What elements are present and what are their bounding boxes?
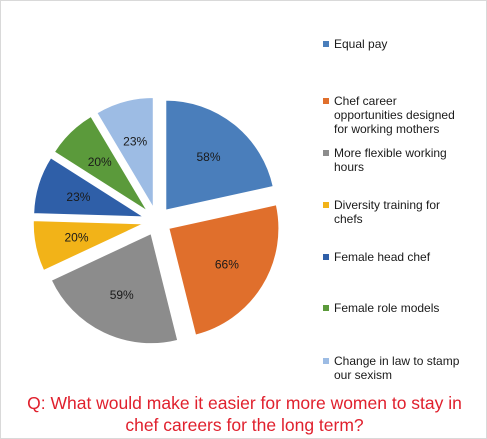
legend-label-line: hours xyxy=(334,160,365,174)
pie-slice-7 xyxy=(96,97,154,210)
legend-item-3: More flexible working hours xyxy=(323,146,483,174)
legend-item-7: Change in law to stamp our sexism xyxy=(323,354,483,382)
legend-label-line: Diversity training for xyxy=(334,198,441,212)
pie-slice-4 xyxy=(32,220,144,272)
slice-value-label-2: 66% xyxy=(215,257,239,271)
legend-label-2: Chef career opportunities designed for wor… xyxy=(334,94,483,136)
legend-swatch-4 xyxy=(323,202,329,208)
legend-label-4: Diversity training for chefs xyxy=(334,198,483,226)
legend-label-line: chefs xyxy=(334,212,363,226)
slice-value-label-3: 59% xyxy=(110,288,134,302)
legend-item-5: Female head chef xyxy=(323,250,483,264)
legend-label-line: Female role models xyxy=(334,301,440,315)
pie-slice-3 xyxy=(50,232,179,345)
legend-label-1: Equal pay xyxy=(334,37,483,51)
legend-label-line: Change in law to stamp xyxy=(334,354,460,368)
legend-item-2: Chef career opportunities designed for wor… xyxy=(323,94,483,136)
legend-item-4: Diversity training for chefs xyxy=(323,198,483,226)
pie-slice-2 xyxy=(168,204,280,336)
legend-swatch-5 xyxy=(323,254,329,260)
legend-label-7: Change in law to stamp our sexism xyxy=(334,354,483,382)
pie-slice-5 xyxy=(33,157,146,218)
pie-slice-1 xyxy=(165,99,274,211)
legend-label-line: our sexism xyxy=(334,368,393,382)
legend-label-line: More flexible working xyxy=(334,146,447,160)
slice-value-label-4: 20% xyxy=(64,231,88,245)
legend-label-line: Chef career xyxy=(334,94,397,108)
legend-label-5: Female head chef xyxy=(334,250,483,264)
slice-value-label-5: 23% xyxy=(66,190,90,204)
legend-swatch-1 xyxy=(323,41,329,47)
slice-value-label-6: 20% xyxy=(88,155,112,169)
pie-slice-6 xyxy=(53,115,148,212)
legend-label-line: for working mothers xyxy=(334,122,440,136)
legend-label-line: Equal pay xyxy=(334,37,388,51)
question-line-2: chef careers for the long term? xyxy=(125,415,364,435)
legend-label-3: More flexible working hours xyxy=(334,146,483,174)
legend-swatch-6 xyxy=(323,305,329,311)
legend-label-line: opportunities designed xyxy=(334,108,455,122)
slice-value-label-7: 23% xyxy=(123,135,147,149)
question-caption: Q: What would make it easier for more wo… xyxy=(13,392,476,436)
slice-value-label-1: 58% xyxy=(197,150,221,164)
legend-label-line: Female head chef xyxy=(334,250,431,264)
question-line-1: Q: What would make it easier for more wo… xyxy=(27,393,462,413)
legend-item-1: Equal pay xyxy=(323,37,483,51)
legend-swatch-7 xyxy=(323,358,329,364)
legend-swatch-2 xyxy=(323,98,329,104)
legend-swatch-3 xyxy=(323,150,329,156)
legend-item-6: Female role models xyxy=(323,301,483,315)
chart-legend: Equal pay Chef career opportunities design… xyxy=(323,37,483,389)
legend-label-6: Female role models xyxy=(334,301,483,315)
